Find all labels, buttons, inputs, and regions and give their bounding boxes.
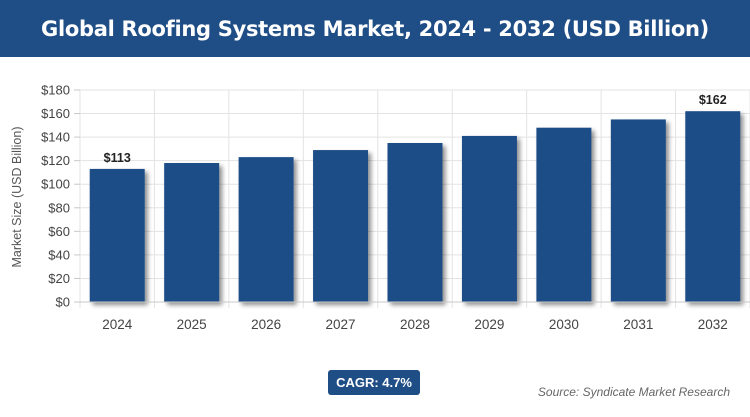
data-label-2032: $162: [699, 93, 727, 107]
bar-2029: [461, 135, 517, 302]
y-tick-label: $0: [56, 295, 70, 310]
bar-2024: [89, 168, 145, 302]
title-bar: Global Roofing Systems Market, 2024 - 20…: [0, 0, 750, 57]
bar-2027: [313, 150, 369, 302]
y-tick-label: $60: [48, 224, 70, 239]
bar-2031: [610, 119, 666, 302]
y-tick-label: $80: [48, 200, 70, 215]
x-tick-label: 2030: [549, 317, 579, 332]
bar-2025: [164, 163, 220, 302]
bar-2026: [238, 157, 294, 302]
chart-title: Global Roofing Systems Market, 2024 - 20…: [41, 16, 709, 41]
x-tick-label: 2024: [102, 317, 133, 332]
data-label-2024: $113: [104, 151, 131, 165]
y-tick-label: $140: [41, 130, 70, 145]
bar-2030: [536, 127, 592, 302]
x-tick-label: 2029: [474, 317, 504, 332]
y-tick-label: $100: [41, 177, 70, 192]
y-tick-label: $160: [41, 106, 70, 121]
bar-2032: [685, 111, 741, 302]
x-tick-label: 2025: [177, 317, 207, 332]
y-axis-title: Market Size (USD Billion): [10, 126, 24, 267]
x-tick-label: 2027: [326, 317, 356, 332]
cagr-badge: CAGR: 4.7%: [328, 370, 420, 395]
y-tick-label: $20: [48, 271, 70, 286]
bar-2028: [387, 143, 443, 302]
x-tick-label: 2026: [251, 317, 281, 332]
bar-chart: $113 $162 $0 $20 $40 $60 $80 $100 $120 $140 $160 $…: [10, 83, 750, 332]
y-tick-label: $120: [41, 153, 70, 168]
x-tick-label: 2032: [698, 317, 728, 332]
y-tick-label: $180: [41, 83, 70, 98]
source-note: Source: Syndicate Market Research: [537, 385, 730, 399]
y-tick-label: $40: [48, 247, 70, 262]
x-tick-label: 2031: [623, 317, 653, 332]
x-tick-label: 2028: [400, 317, 430, 332]
